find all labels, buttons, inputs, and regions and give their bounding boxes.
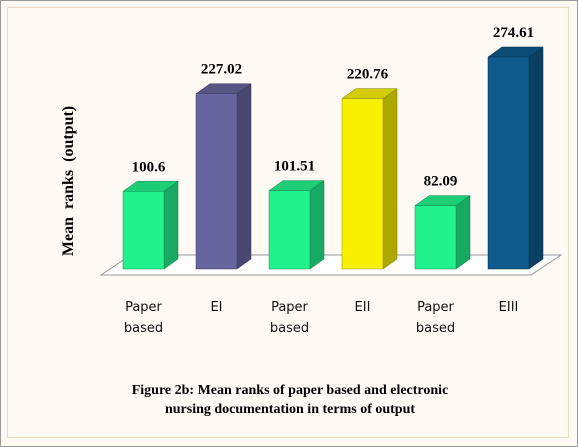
bar bbox=[122, 180, 179, 270]
bar-side bbox=[309, 180, 325, 270]
figure-border bbox=[7, 7, 569, 438]
bar-front bbox=[341, 98, 384, 270]
x-tick-label: Paper based bbox=[415, 300, 456, 336]
bar-front bbox=[414, 205, 457, 270]
bar-side bbox=[163, 180, 179, 270]
x-tick-label: EIII bbox=[498, 300, 519, 315]
value-label: 227.02 bbox=[201, 62, 242, 78]
bar-side bbox=[455, 195, 471, 270]
bar bbox=[414, 195, 471, 270]
value-label: 101.51 bbox=[274, 159, 315, 175]
caption: Figure 2b: Mean ranks of paper based and… bbox=[131, 383, 449, 417]
chart: Mean ranks (output) 100.6 227.02 101.51 220… bbox=[60, 25, 563, 276]
bar-front bbox=[268, 190, 311, 270]
bar-front bbox=[122, 191, 165, 270]
bar bbox=[487, 46, 544, 270]
bar bbox=[268, 180, 325, 270]
value-label: 220.76 bbox=[347, 67, 389, 83]
x-tick-label: Paper based bbox=[269, 300, 310, 336]
value-label: 274.61 bbox=[493, 25, 534, 41]
bar-side bbox=[382, 88, 398, 270]
bar-side bbox=[528, 46, 544, 270]
x-tick-label: EII bbox=[354, 300, 371, 315]
bar-front bbox=[487, 56, 530, 270]
bar-side bbox=[236, 83, 252, 270]
value-label: 82.09 bbox=[424, 174, 458, 190]
y-axis-label: Mean ranks (output) bbox=[60, 106, 77, 256]
bar-front bbox=[195, 93, 238, 270]
x-tick-label: EI bbox=[210, 300, 223, 315]
bar bbox=[195, 83, 252, 270]
x-tick-label: Paper based bbox=[123, 300, 164, 336]
bar bbox=[341, 88, 398, 270]
value-label: 100.6 bbox=[132, 159, 166, 175]
